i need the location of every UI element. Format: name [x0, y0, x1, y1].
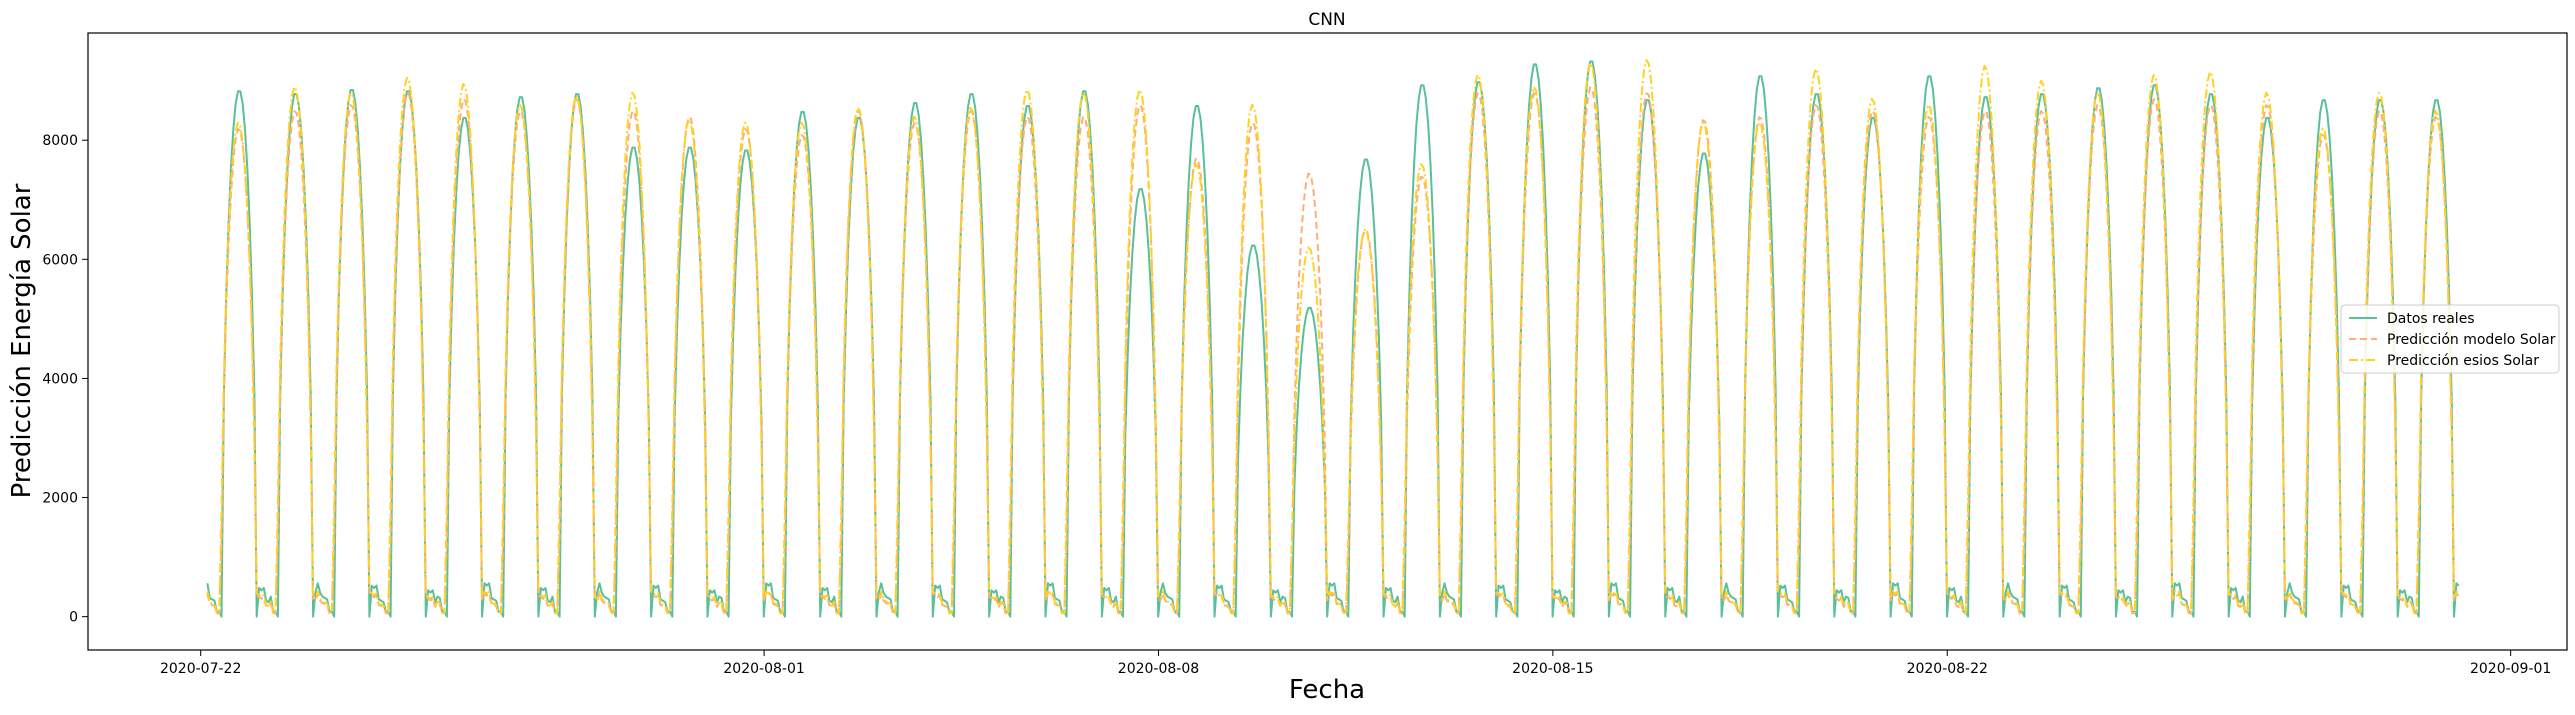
legend: Datos reales Predicción modelo Solar Predi…: [2340, 304, 2560, 374]
legend-label: Datos reales: [2387, 311, 2475, 327]
y-tick-label: 2000: [42, 491, 78, 507]
x-tick-label: 2020-08-01: [723, 661, 804, 677]
x-axis-label: Fecha: [1289, 675, 1365, 705]
series-line-2: [206, 86, 2460, 615]
legend-box: [2340, 304, 2560, 374]
x-tick-label: 2020-08-22: [1907, 661, 1988, 677]
legend-label: Predicción modelo Solar: [2387, 332, 2556, 348]
series-lines: [206, 59, 2460, 618]
x-axis: 2020-07-22 2020-08-01 2020-08-08 2020-08-15…: [160, 650, 2551, 677]
y-tick-label: 8000: [42, 133, 78, 149]
y-tick-label: 0: [69, 610, 78, 626]
series-line-3: [206, 59, 2460, 614]
plot-frame: [87, 32, 2568, 651]
y-tick-label: 4000: [42, 371, 78, 387]
y-axis-label: Predicción Energía Solar: [7, 183, 37, 498]
y-tick-label: 6000: [42, 252, 78, 268]
x-tick-label: 2020-09-01: [2470, 661, 2551, 677]
series-line-1: [206, 60, 2460, 618]
x-tick-label: 2020-08-15: [1512, 661, 1593, 677]
chart-title: CNN: [1308, 10, 1345, 30]
x-tick-label: 2020-08-08: [1118, 661, 1199, 677]
y-axis: 0 2000 4000 6000 8000: [42, 133, 88, 626]
legend-label: Predicción esios Solar: [2387, 353, 2539, 369]
x-tick-label: 2020-07-22: [160, 661, 241, 677]
